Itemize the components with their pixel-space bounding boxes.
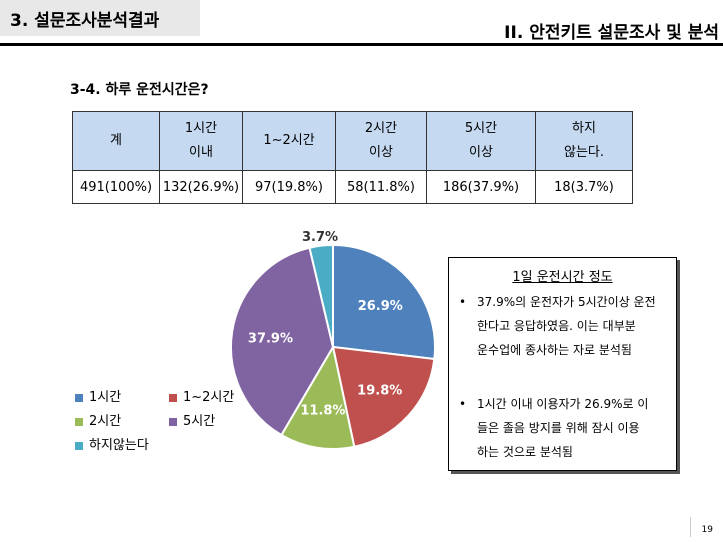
legend-swatch xyxy=(169,393,177,402)
pie-data-label: 26.9% xyxy=(358,299,403,314)
pie-chart: 26.9% 19.8% 11.8% 37.9% 3.7% xyxy=(225,230,455,460)
legend-item: 1~2시간 xyxy=(169,386,263,405)
pie-data-label: 3.7% xyxy=(302,230,338,245)
pie-slice xyxy=(332,243,436,361)
table-header-cell: 5시간 이상 xyxy=(426,111,536,171)
table-cell: 97(19.8%) xyxy=(242,170,336,204)
results-table: 계 1시간 이내 1~2시간 2시간 이상 5시간 이상 하지 않는다. 491(100… xyxy=(72,111,633,204)
legend-swatch xyxy=(75,393,83,402)
pie-slice xyxy=(308,243,334,348)
legend-swatch xyxy=(75,441,83,450)
header-divider xyxy=(0,43,723,46)
legend-swatch xyxy=(75,417,83,426)
pie-chart-svg: 26.9% 19.8% 11.8% 37.9% 3.7% xyxy=(230,230,436,450)
header-bar: 3. 설문조사분석결과 II. 안전키트 설문조사 및 분석 xyxy=(0,0,723,46)
legend-item: 하지않는다 xyxy=(75,434,169,453)
pie-data-label: 37.9% xyxy=(248,332,293,347)
pie-slice xyxy=(331,345,436,448)
table-cell: 58(11.8%) xyxy=(335,170,427,204)
pie-slice xyxy=(230,246,335,437)
table-header-cell: 계 xyxy=(72,111,160,171)
summary-title: 1일 운전시간 정도 xyxy=(512,270,613,285)
table-header-cell: 1시간 이내 xyxy=(159,111,243,171)
table-header-cell: 2시간 이상 xyxy=(335,111,427,171)
table-row: 491(100%) 132(26.9%) 97(19.8%) 58(11.8%)… xyxy=(72,170,633,204)
table-cell: 132(26.9%) xyxy=(159,170,243,204)
legend-item: 5시간 xyxy=(169,410,263,429)
chart-legend: 1시간 1~2시간 2시간 5시간 하지않는다 xyxy=(75,386,263,458)
header-left-box: 3. 설문조사분석결과 xyxy=(0,0,200,36)
page-number: 19 xyxy=(701,525,713,535)
legend-swatch xyxy=(169,417,177,426)
summary-bullet: • 1시간 이내 이용자가 26.9%로 이 들은 졸음 방지를 위해 잠시 이용… xyxy=(459,397,649,459)
table-cell: 491(100%) xyxy=(72,170,160,204)
legend-item: 2시간 xyxy=(75,410,169,429)
pie-data-label: 19.8% xyxy=(357,384,402,399)
table-header-cell: 하지 않는다. xyxy=(535,111,633,171)
section-title: 3-4. 하루 운전시간은? xyxy=(70,82,209,98)
footer-divider xyxy=(690,517,691,537)
header-left-title: 3. 설문조사분석결과 xyxy=(10,11,160,31)
summary-bullet: • 37.9%의 운전자가 5시간이상 운전 한다고 응답하였음. 이는 대부분 운… xyxy=(459,295,656,357)
pie-data-label: 11.8% xyxy=(300,403,345,418)
summary-box: 1일 운전시간 정도 • 37.9%의 운전자가 5시간이상 운전 한다고 응답하… xyxy=(448,257,677,471)
pie-slice xyxy=(280,344,356,450)
table-header-row: 계 1시간 이내 1~2시간 2시간 이상 5시간 이상 하지 않는다. xyxy=(72,111,633,171)
table-cell: 186(37.9%) xyxy=(426,170,536,204)
legend-item: 1시간 xyxy=(75,386,169,405)
table-cell: 18(3.7%) xyxy=(535,170,633,204)
header-right-title: II. 안전키트 설문조사 및 분석 xyxy=(504,23,719,43)
table-header-cell: 1~2시간 xyxy=(242,111,336,171)
